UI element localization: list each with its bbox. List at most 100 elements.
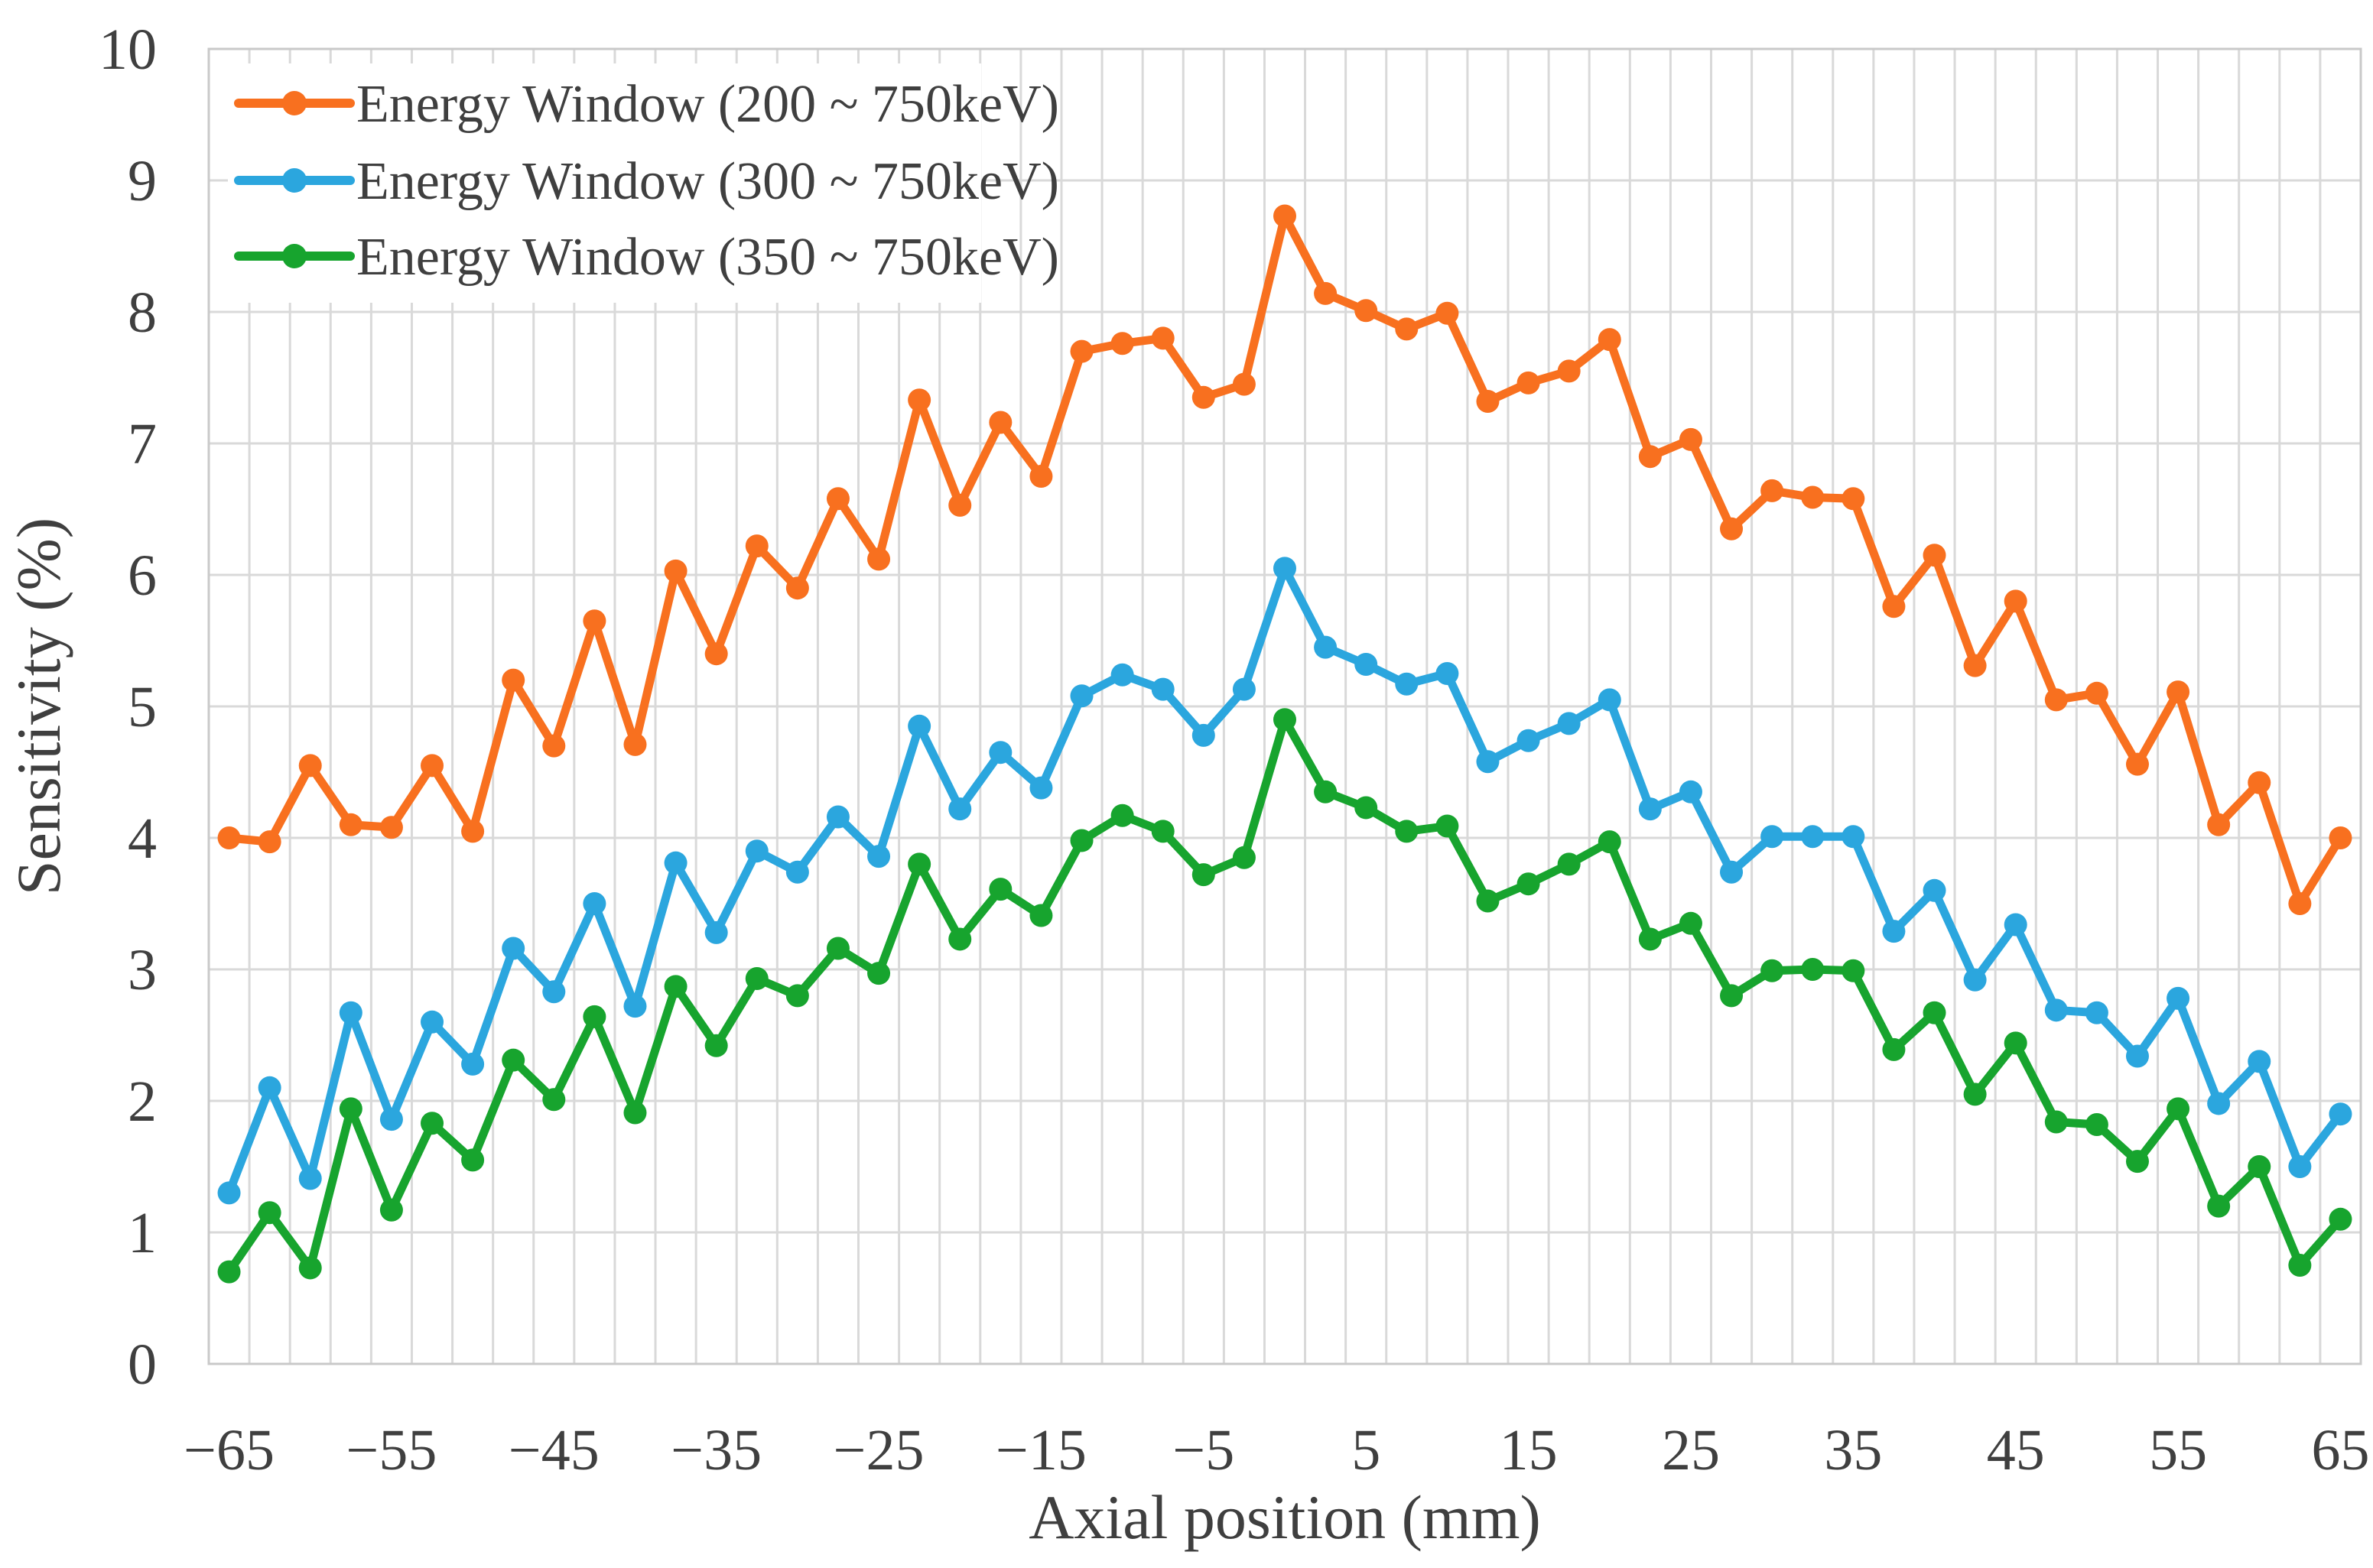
- series-300-750kev: [217, 557, 2352, 1205]
- data-point-marker: [2044, 998, 2068, 1022]
- data-point-marker: [989, 878, 1013, 901]
- data-point-marker: [298, 754, 322, 778]
- data-point-marker: [1557, 359, 1581, 383]
- data-point-marker: [1110, 332, 1134, 355]
- y-tick-label: 8: [128, 281, 157, 345]
- data-point-marker: [258, 830, 281, 854]
- data-point-marker: [1395, 820, 1419, 843]
- y-axis-title: Sensitivity (%): [4, 518, 73, 895]
- y-tick-label: 1: [128, 1201, 157, 1265]
- data-point-marker: [502, 1048, 525, 1072]
- data-point-marker: [1720, 860, 1744, 884]
- data-point-marker: [421, 1112, 444, 1135]
- data-point-marker: [908, 852, 931, 876]
- data-point-marker: [1760, 959, 1784, 982]
- data-point-marker: [664, 975, 688, 998]
- data-point-marker: [379, 816, 403, 839]
- data-point-marker: [704, 1034, 728, 1057]
- data-point-marker: [745, 534, 769, 558]
- data-point-marker: [2085, 681, 2108, 705]
- data-point-marker: [1923, 878, 1946, 902]
- data-point-marker: [1232, 372, 1256, 396]
- data-point-marker: [1598, 830, 1621, 854]
- data-point-marker: [1801, 825, 1825, 849]
- data-point-marker: [1638, 445, 1662, 469]
- data-point-marker: [1151, 326, 1175, 350]
- data-point-marker: [1070, 829, 1094, 852]
- data-point-marker: [502, 937, 525, 960]
- data-point-marker: [1963, 1083, 1987, 1106]
- data-point-marker: [1070, 684, 1094, 708]
- data-point-marker: [989, 741, 1013, 765]
- data-point-marker: [1882, 920, 1906, 943]
- data-point-marker: [2167, 986, 2190, 1010]
- data-point-marker: [1070, 339, 1094, 363]
- data-point-marker: [1720, 517, 1744, 541]
- x-tick-label: −35: [671, 1418, 762, 1482]
- data-point-marker: [1516, 371, 1540, 394]
- data-point-marker: [1557, 712, 1581, 735]
- data-point-marker: [1679, 911, 1702, 935]
- data-point-marker: [1191, 863, 1215, 887]
- data-point-marker: [1760, 479, 1784, 502]
- data-point-marker: [826, 937, 850, 960]
- data-point-marker: [2248, 1050, 2271, 1073]
- data-point-marker: [1923, 1001, 1946, 1024]
- data-point-marker: [1110, 663, 1134, 687]
- y-tick-label: 10: [99, 18, 157, 82]
- data-point-marker: [1029, 904, 1053, 927]
- data-point-marker: [1801, 958, 1825, 981]
- data-point-marker: [421, 1010, 444, 1034]
- x-tick-label: −15: [996, 1418, 1087, 1482]
- data-point-marker: [2329, 1102, 2352, 1126]
- data-point-marker: [2044, 1110, 2068, 1134]
- data-point-marker: [2288, 892, 2312, 915]
- legend-item: Energy Window (300 ~ 750keV): [234, 152, 1059, 211]
- y-tick-label: 4: [128, 807, 157, 871]
- data-point-marker: [542, 1088, 566, 1112]
- data-point-marker: [785, 576, 809, 600]
- data-point-marker: [2248, 771, 2271, 794]
- data-point-marker: [379, 1198, 403, 1222]
- data-point-marker: [258, 1201, 281, 1225]
- data-point-marker: [745, 967, 769, 991]
- y-tick-label: 2: [128, 1070, 157, 1134]
- data-point-marker: [2004, 1031, 2027, 1055]
- data-point-marker: [785, 860, 809, 884]
- data-point-marker: [948, 797, 972, 821]
- x-tick-label: 15: [1500, 1418, 1558, 1482]
- data-point-marker: [1882, 595, 1906, 618]
- data-point-marker: [1882, 1037, 1906, 1061]
- y-tick-label: 3: [128, 938, 157, 1002]
- data-point-marker: [298, 1167, 322, 1190]
- data-point-marker: [2004, 913, 2027, 937]
- data-point-marker: [826, 487, 850, 511]
- data-point-marker: [2125, 752, 2149, 776]
- data-point-marker: [379, 1108, 403, 1131]
- data-point-marker: [948, 927, 972, 951]
- data-point-marker: [502, 668, 525, 692]
- legend-item-label: Energy Window (300 ~ 750keV): [356, 152, 1059, 211]
- x-tick-label: −45: [509, 1418, 600, 1482]
- x-tick-label: −55: [346, 1418, 437, 1482]
- data-point-marker: [704, 920, 728, 944]
- x-axis-title: Axial position (mm): [1029, 1482, 1541, 1552]
- data-point-marker: [704, 642, 728, 666]
- x-tick-label: 25: [1662, 1418, 1720, 1482]
- data-point-marker: [1598, 328, 1621, 352]
- data-point-marker: [1151, 820, 1175, 843]
- data-point-marker: [1354, 796, 1378, 820]
- data-point-marker: [1516, 872, 1540, 896]
- data-point-marker: [339, 1097, 362, 1121]
- data-point-marker: [2207, 813, 2231, 836]
- data-point-marker: [1029, 465, 1053, 488]
- data-point-marker: [867, 547, 891, 571]
- data-point-marker: [1395, 672, 1419, 696]
- x-tick-label: −65: [184, 1418, 275, 1482]
- data-point-marker: [217, 1181, 241, 1205]
- x-tick-label: 5: [1351, 1418, 1380, 1482]
- data-point-marker: [1273, 708, 1296, 732]
- data-point-marker: [1557, 852, 1581, 876]
- data-point-marker: [2167, 680, 2190, 704]
